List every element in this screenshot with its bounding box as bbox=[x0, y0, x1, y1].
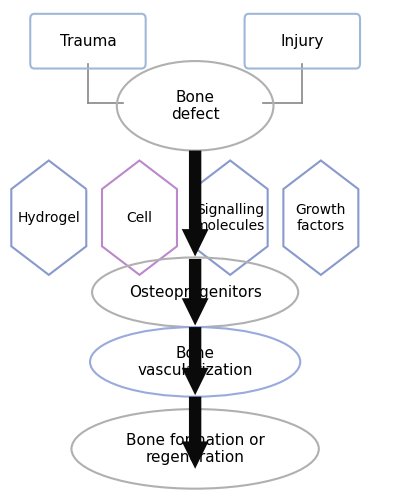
Text: Osteoprogenitors: Osteoprogenitors bbox=[129, 285, 261, 300]
Polygon shape bbox=[182, 396, 208, 469]
Text: Signalling
molecules: Signalling molecules bbox=[195, 202, 265, 233]
Text: Injury: Injury bbox=[281, 34, 324, 48]
Polygon shape bbox=[182, 259, 208, 326]
Polygon shape bbox=[182, 327, 208, 395]
Text: Trauma: Trauma bbox=[60, 34, 116, 48]
Text: Bone
vascularization: Bone vascularization bbox=[137, 346, 253, 378]
Polygon shape bbox=[182, 150, 208, 256]
Text: Bone
defect: Bone defect bbox=[171, 90, 220, 122]
Text: Bone formation or
regeneration: Bone formation or regeneration bbox=[126, 432, 265, 465]
Text: Growth
factors: Growth factors bbox=[295, 202, 346, 233]
Text: Cell: Cell bbox=[127, 210, 152, 224]
Text: Hydrogel: Hydrogel bbox=[17, 210, 80, 224]
